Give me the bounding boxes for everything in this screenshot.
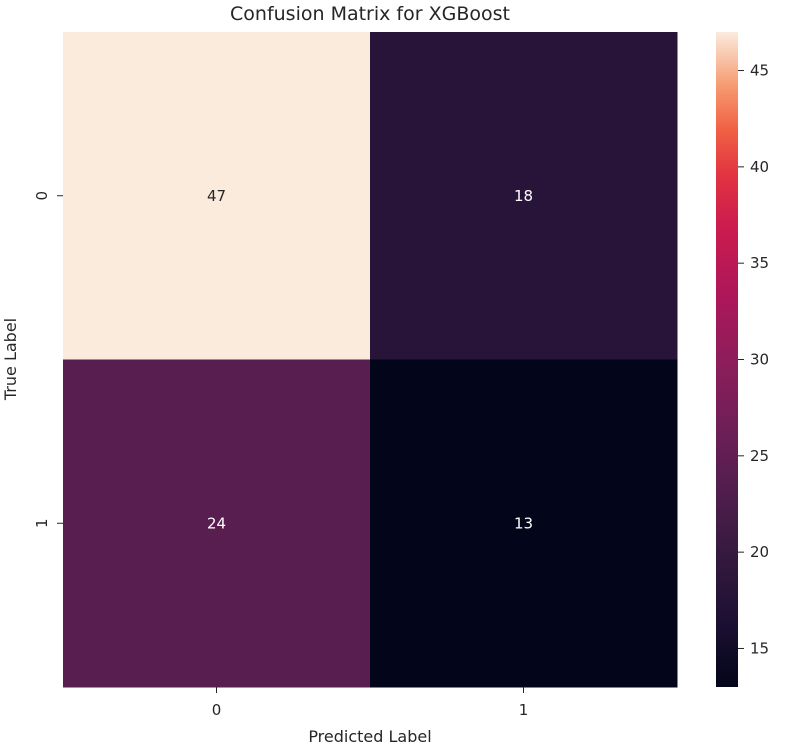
colorbar-tick-label-1: 20 [750, 543, 769, 561]
heatmap-cell-1-0 [63, 359, 371, 688]
heatmap-cell-labels: 47 18 24 13 [207, 187, 533, 533]
cell-value-1-1: 13 [514, 514, 533, 532]
colorbar [716, 32, 738, 687]
colorbar-tick-label-2: 25 [750, 447, 769, 465]
cell-value-1-0: 24 [207, 514, 226, 532]
colorbar-tick-label-4: 35 [750, 254, 769, 272]
colorbar-tick-label-0: 15 [750, 639, 769, 657]
heatmap-cells [63, 32, 678, 688]
colorbar-tick-label-5: 40 [750, 158, 769, 176]
heatmap-cell-0-0 [63, 32, 371, 360]
x-tick-label-1: 1 [519, 701, 529, 719]
x-axis-title: Predicted Label [308, 727, 431, 746]
y-tick-label-0: 0 [33, 191, 51, 201]
heatmap-cell-0-1 [370, 32, 678, 360]
y-axis-title: True Label [1, 318, 20, 401]
colorbar-tick-label-6: 45 [750, 62, 769, 80]
y-tick-label-1: 1 [33, 518, 51, 528]
cell-value-0-0: 47 [207, 187, 226, 205]
colorbar-tick-label-3: 30 [750, 351, 769, 369]
x-tick-label-0: 0 [212, 701, 222, 719]
heatmap-cell-1-1 [370, 359, 678, 688]
cell-value-0-1: 18 [514, 187, 533, 205]
chart-title: Confusion Matrix for XGBoost [230, 3, 510, 25]
colorbar-ticks: 15 20 25 30 35 40 45 [738, 62, 769, 657]
y-axis-ticks: 01 [33, 191, 63, 528]
